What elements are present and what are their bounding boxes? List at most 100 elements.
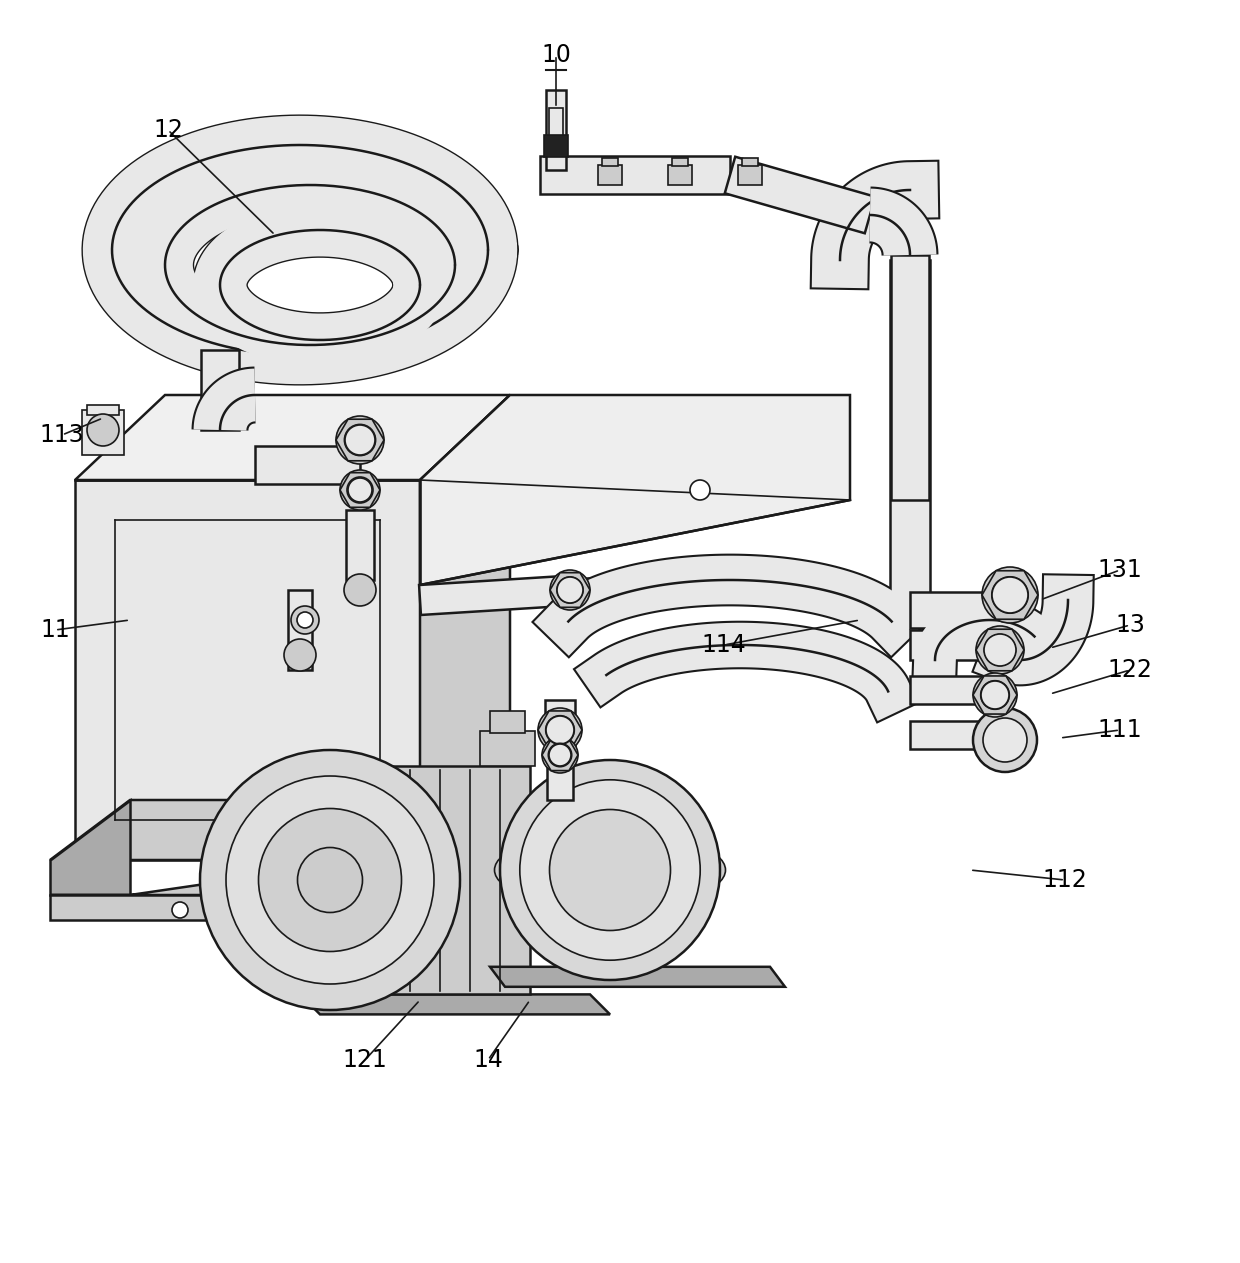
Polygon shape [346,510,374,580]
Bar [742,158,758,165]
Bar [549,109,563,136]
Circle shape [542,738,578,773]
Circle shape [973,673,1017,717]
Polygon shape [74,480,420,860]
Polygon shape [890,260,930,610]
Text: 10: 10 [541,43,570,67]
Circle shape [985,634,1016,666]
Circle shape [983,717,1027,762]
Circle shape [284,639,316,671]
Circle shape [557,577,583,602]
Circle shape [549,810,671,931]
Polygon shape [976,629,1024,671]
Polygon shape [546,90,565,171]
Circle shape [347,477,373,503]
Circle shape [172,902,188,918]
Circle shape [520,779,701,960]
Text: 111: 111 [1097,717,1142,741]
Polygon shape [288,590,312,669]
Polygon shape [910,592,1011,628]
Polygon shape [340,472,379,508]
Text: 114: 114 [702,633,746,657]
Text: 112: 112 [1043,868,1087,892]
Circle shape [291,606,319,634]
Polygon shape [982,571,1038,619]
Circle shape [226,775,434,984]
Bar [601,158,618,165]
Polygon shape [910,630,990,661]
Polygon shape [50,895,539,919]
Circle shape [343,573,376,606]
Circle shape [976,626,1024,674]
Text: 121: 121 [342,1048,387,1072]
Polygon shape [547,755,573,799]
Polygon shape [551,572,590,608]
Polygon shape [580,578,660,602]
Text: 11: 11 [40,618,69,642]
Polygon shape [50,835,539,895]
Bar [490,711,525,733]
Bar [82,410,124,455]
Polygon shape [490,966,785,986]
Text: 13: 13 [1115,613,1145,637]
Circle shape [549,744,570,765]
Polygon shape [201,350,239,429]
Polygon shape [50,799,130,895]
Circle shape [992,577,1028,614]
Text: 12: 12 [153,117,184,141]
Circle shape [981,681,1009,710]
Bar [668,165,692,184]
Polygon shape [542,739,578,770]
Text: 122: 122 [1107,658,1152,682]
Text: 14: 14 [474,1048,503,1072]
Polygon shape [546,700,575,760]
Circle shape [538,709,582,751]
Polygon shape [910,676,985,703]
Circle shape [551,570,590,610]
Polygon shape [420,395,510,860]
Circle shape [689,480,711,500]
Polygon shape [538,711,582,749]
Polygon shape [74,395,510,480]
Circle shape [345,424,376,456]
Circle shape [548,744,572,767]
Polygon shape [50,799,539,860]
Polygon shape [330,765,529,994]
Circle shape [992,577,1028,613]
Circle shape [985,634,1016,666]
Circle shape [87,414,119,446]
Text: 113: 113 [40,423,84,447]
Circle shape [345,426,374,455]
Bar [738,165,763,184]
Circle shape [973,709,1037,772]
Circle shape [500,760,720,980]
Polygon shape [892,255,929,500]
Circle shape [981,681,1009,709]
Polygon shape [255,446,360,484]
Bar [480,730,534,765]
Circle shape [200,750,460,1010]
Circle shape [557,577,583,602]
Circle shape [258,808,402,951]
Circle shape [546,716,574,744]
Polygon shape [910,721,990,749]
Polygon shape [539,157,730,195]
Bar [87,405,119,416]
Bar [529,845,610,914]
Bar [598,165,622,184]
Circle shape [272,902,288,918]
Polygon shape [419,575,580,615]
Polygon shape [300,994,610,1014]
Circle shape [340,470,379,510]
Polygon shape [973,676,1017,714]
Polygon shape [725,157,875,234]
Circle shape [298,847,362,912]
Circle shape [982,567,1038,623]
Circle shape [348,477,372,501]
Bar [544,135,568,157]
Circle shape [298,613,312,628]
Circle shape [336,416,384,464]
Circle shape [546,716,574,744]
Ellipse shape [495,831,725,908]
Bar [672,158,688,165]
